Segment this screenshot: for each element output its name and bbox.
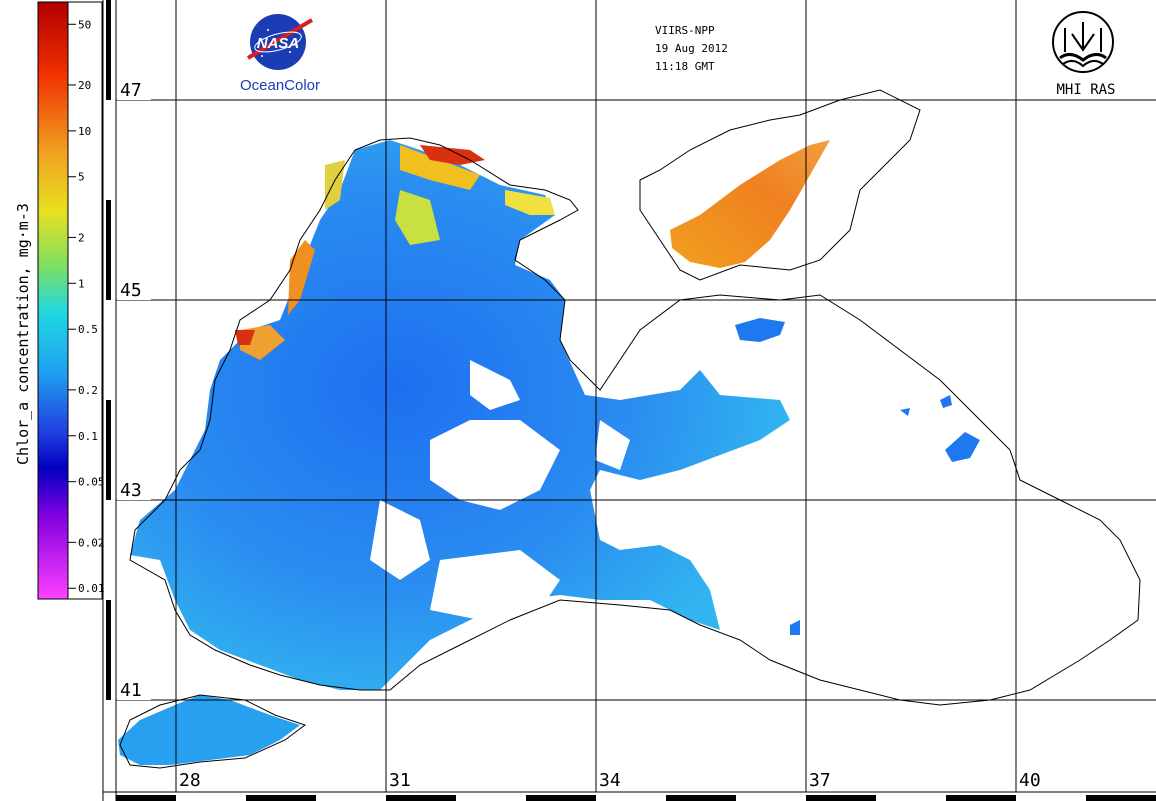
longitude-scale-bar (103, 791, 1156, 801)
colorbar-tick-label: 0.1 (78, 430, 98, 443)
colorbar-ticks: 50 20 10 5 2 1 0.5 0.2 0.1 0.05 0.02 0.01 (68, 18, 105, 595)
colorbar-tick-label: 5 (78, 171, 85, 184)
acquisition-time: 11:18 GMT (655, 60, 715, 73)
latitude-scale-bar (102, 0, 117, 801)
colorbar-tick-label: 1 (78, 277, 85, 290)
colorbar-tick-panel (67, 1, 103, 600)
lon-label: 34 (599, 770, 621, 791)
colorbar-gradient (37, 1, 69, 600)
azov-sea-chlorophyll (670, 140, 830, 268)
colorbar: 50 20 10 5 2 1 0.5 0.2 0.1 0.05 0.02 0.01 Chlor_a c… (14, 1, 105, 600)
colorbar-tick-label: 20 (78, 79, 91, 92)
lat-lon-grid (116, 0, 1156, 792)
colorbar-title: Chlor_a concentration, mg·m-3 (14, 203, 32, 465)
lat-label: 45 (120, 280, 142, 301)
colorbar-tick-label: 50 (78, 18, 91, 31)
eastern-chlorophyll-patches (735, 318, 980, 635)
colorbar-tick-label: 0.05 (78, 476, 105, 489)
colorbar-tick-label: 0.5 (78, 323, 98, 336)
black-sea-chlorophyll-field (130, 140, 790, 690)
nasa-logo: NASA OceanColor (240, 14, 320, 94)
marmara-sea-chlorophyll (118, 695, 300, 765)
lon-label: 31 (389, 770, 411, 791)
acquisition-date: 19 Aug 2012 (655, 42, 728, 55)
colorbar-tick-label: 0.2 (78, 384, 98, 397)
lat-label: 41 (120, 680, 142, 701)
latitude-labels: 47 45 43 41 (117, 78, 151, 701)
lon-label: 40 (1019, 770, 1041, 791)
longitude-labels: 28 31 34 37 40 (177, 768, 1041, 791)
acquisition-info: VIIRS-NPP 19 Aug 2012 11:18 GMT (655, 22, 728, 76)
mhi-ras-caption: MHI RAS (1056, 82, 1115, 98)
lon-label: 37 (809, 770, 831, 791)
colorbar-tick-label: 2 (78, 231, 85, 244)
mhi-ras-logo: MHI RAS (1052, 11, 1116, 98)
colorbar-tick-label: 0.01 (78, 582, 105, 595)
lat-label: 47 (120, 80, 142, 101)
oceancolor-caption: OceanColor (240, 77, 320, 94)
colorbar-tick-label: 0.02 (78, 536, 105, 549)
lat-label: 43 (120, 480, 142, 501)
nasa-wordmark: NASA (257, 35, 300, 52)
lon-label: 28 (179, 770, 201, 791)
sensor-name: VIIRS-NPP (655, 24, 715, 37)
colorbar-tick-label: 10 (78, 125, 91, 138)
